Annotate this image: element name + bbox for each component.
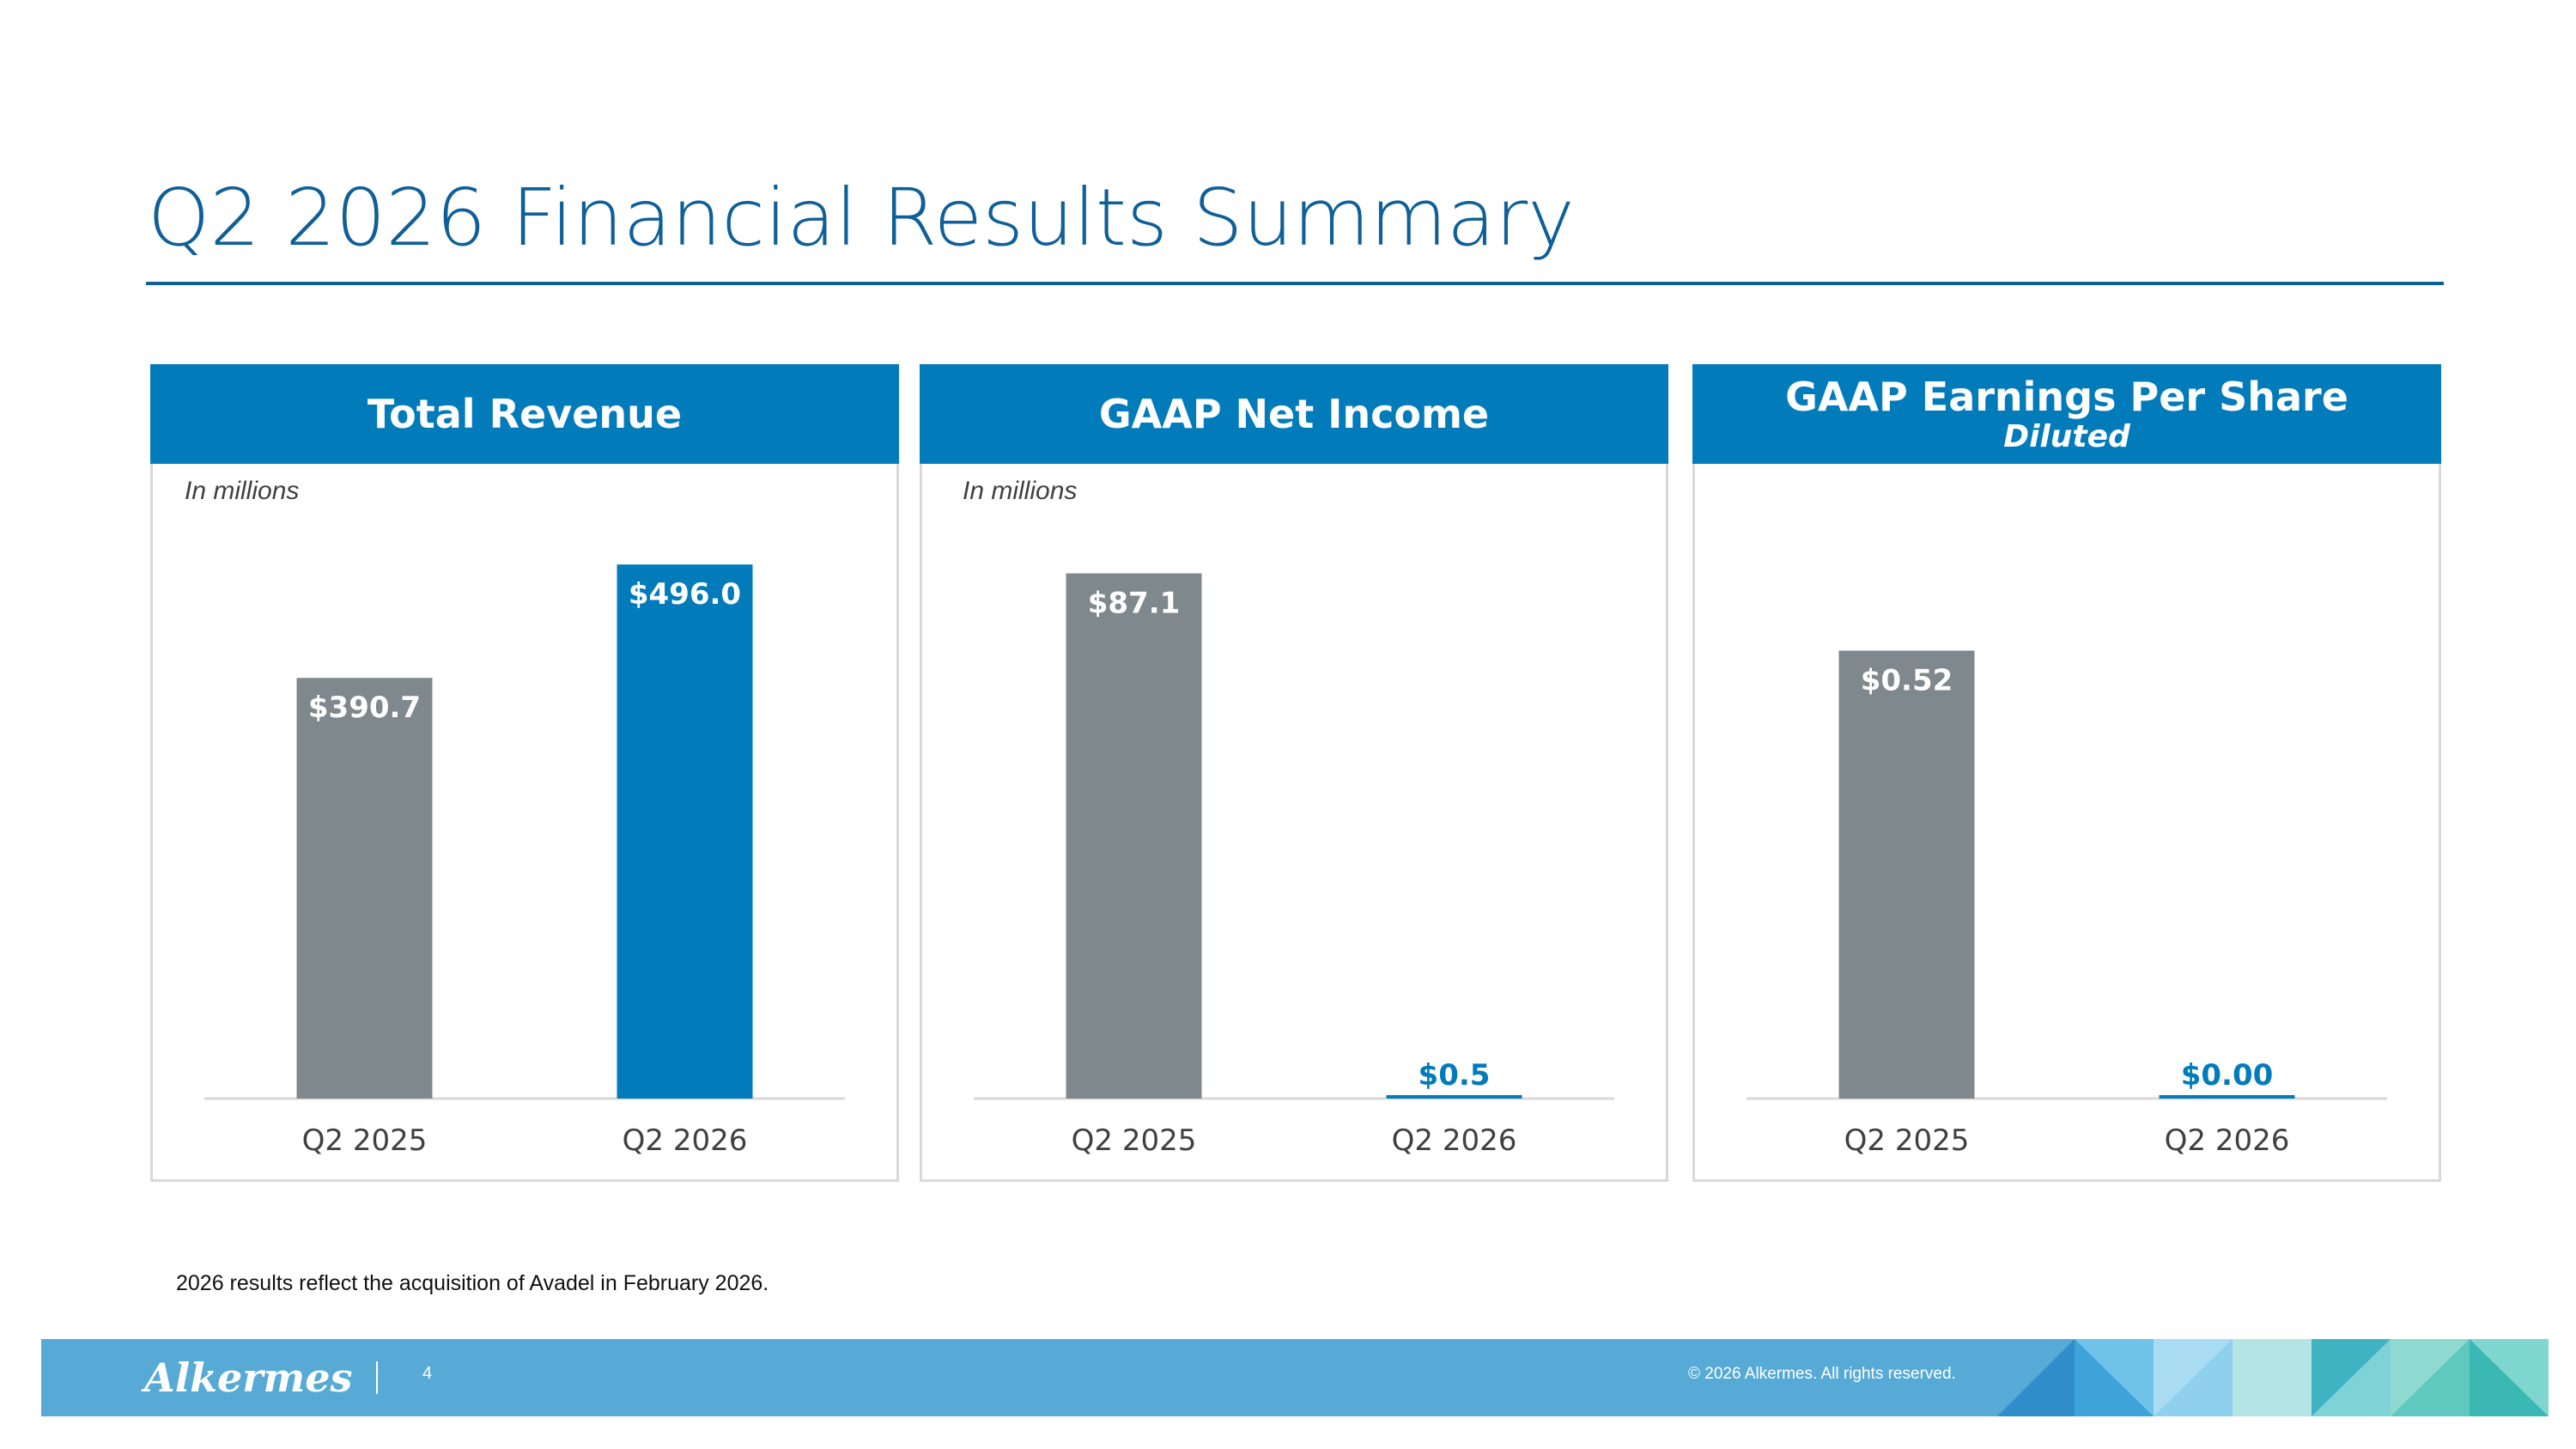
x-tick-label: Q2 2026 <box>1392 1123 1517 1158</box>
bar-prior <box>296 678 433 1099</box>
page-number: 4 <box>422 1364 433 1383</box>
eps-chart: $0.52 Q2 2025 $0.00 Q2 2026 <box>1747 650 2387 1158</box>
data-label-current: $0.5 <box>1419 1058 1491 1093</box>
bar-prior <box>1838 650 1975 1099</box>
bar-current <box>1386 1095 1522 1099</box>
slide-title: Q2 2026 Financial Results Summary <box>148 172 1575 264</box>
net-income-chart: $87.1 Q2 2025 $0.5 Q2 2026 <box>974 573 1614 1158</box>
revenue-unit-note: In millions <box>185 477 300 505</box>
net-income-panel: GAAP Net Income In millions $87.1 Q2 2025… <box>920 364 1668 1182</box>
footer-divider <box>376 1361 378 1394</box>
eps-panel: GAAP Earnings Per Share Diluted $0.52 Q2 … <box>1692 364 2441 1182</box>
net-income-panel-title: GAAP Net Income <box>1098 391 1490 437</box>
copyright-notice: © 2026 Alkermes. All rights reserved. <box>1688 1365 1956 1383</box>
x-tick-label: Q2 2025 <box>1072 1123 1197 1158</box>
data-label-current: $0.00 <box>2181 1058 2274 1093</box>
footer-bar: Alkermes 4 © 2026 Alkermes. All rights r… <box>41 1339 2549 1416</box>
data-label-prior: $0.52 <box>1861 664 1953 698</box>
revenue-panel: Total Revenue In millions $390.7 Q2 2025 $… <box>150 364 899 1182</box>
net-income-panel-header: GAAP Net Income <box>920 364 1668 464</box>
x-tick-label: Q2 2025 <box>1844 1123 1970 1158</box>
bar-prior <box>1066 573 1202 1099</box>
revenue-panel-header: Total Revenue <box>150 364 899 464</box>
revenue-panel-title: Total Revenue <box>367 391 683 437</box>
bar-current <box>2159 1095 2295 1099</box>
x-tick-label: Q2 2026 <box>623 1123 748 1158</box>
x-tick-label: Q2 2026 <box>2165 1123 2290 1158</box>
net-income-unit-note: In millions <box>963 477 1078 505</box>
eps-panel-subtitle: Diluted <box>2003 419 2130 454</box>
footnote: 2026 results reflect the acquisition of … <box>176 1271 769 1295</box>
bar-current <box>617 564 753 1099</box>
eps-panel-header: GAAP Earnings Per Share Diluted <box>1692 364 2441 464</box>
decorative-tiles <box>1997 1339 2549 1416</box>
data-label-current: $496.0 <box>629 577 741 612</box>
x-tick-label: Q2 2025 <box>302 1123 428 1158</box>
eps-panel-title: GAAP Earnings Per Share <box>1785 374 2348 420</box>
revenue-chart: $390.7 Q2 2025 $496.0 Q2 2026 <box>204 564 845 1158</box>
data-label-prior: $390.7 <box>308 691 421 725</box>
alkermes-logo: Alkermes <box>144 1355 353 1401</box>
data-label-prior: $87.1 <box>1088 587 1181 621</box>
title-divider <box>146 282 2444 285</box>
